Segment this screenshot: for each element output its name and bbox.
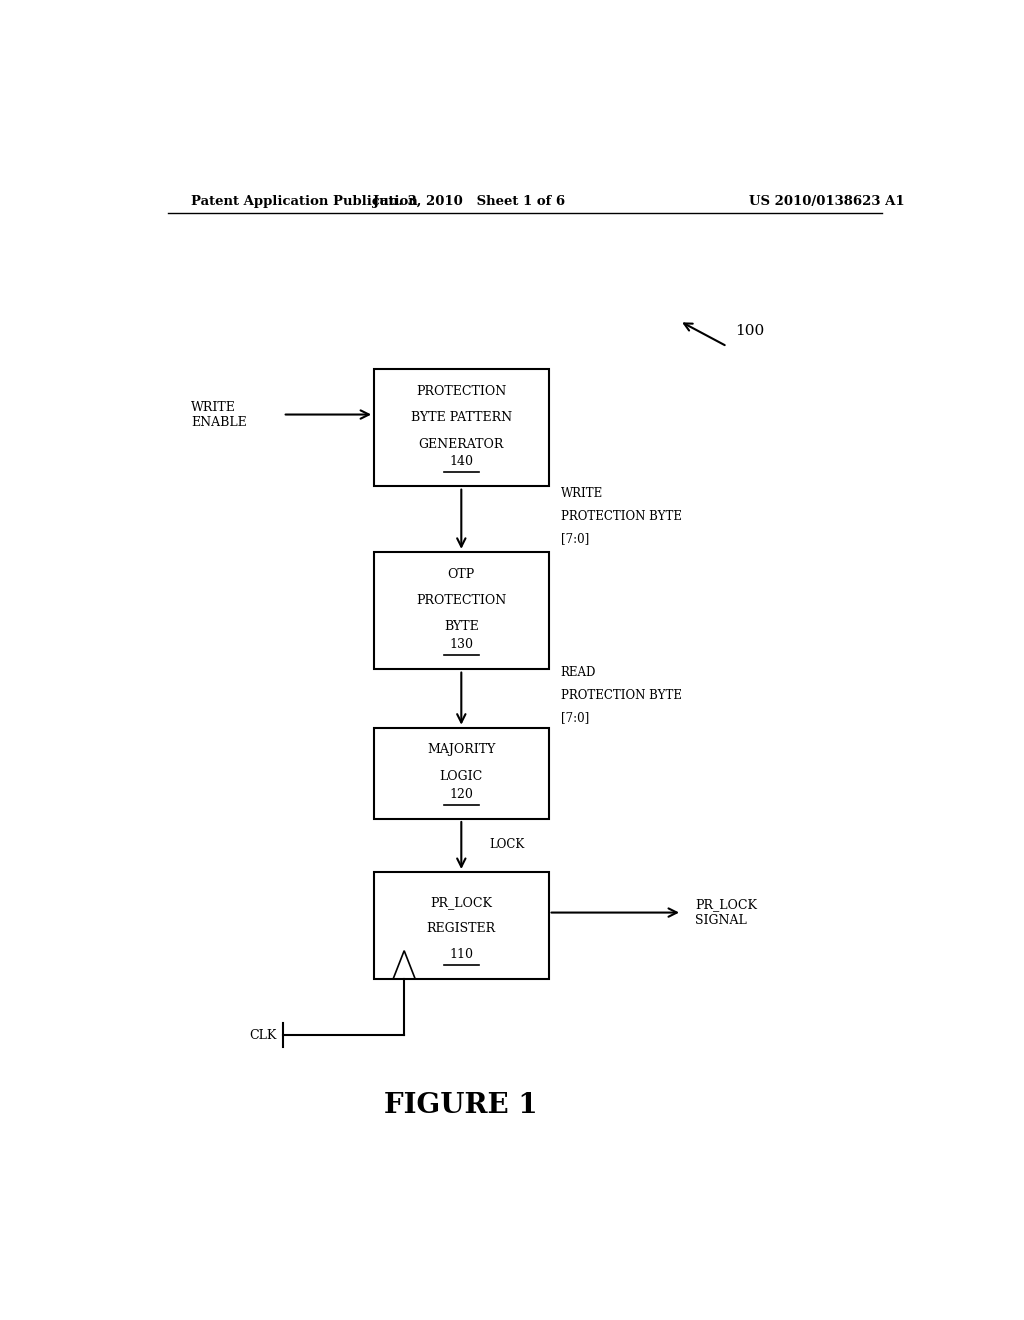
Text: WRITE: WRITE [560,487,603,500]
Bar [374,552,549,669]
Text: REGISTER: REGISTER [427,923,496,936]
Text: PROTECTION BYTE: PROTECTION BYTE [560,689,682,701]
Text: Jun. 3, 2010   Sheet 1 of 6: Jun. 3, 2010 Sheet 1 of 6 [373,194,565,207]
Text: 100: 100 [735,325,764,338]
Text: MAJORITY: MAJORITY [427,743,496,756]
Text: LOGIC: LOGIC [439,770,483,783]
Text: [7:0]: [7:0] [560,532,589,545]
Text: PROTECTION: PROTECTION [416,594,507,607]
Text: PR_LOCK
SIGNAL: PR_LOCK SIGNAL [695,899,758,927]
Bar [374,370,549,486]
Text: CLK: CLK [249,1028,276,1041]
Text: PR_LOCK: PR_LOCK [430,896,493,909]
Text: BYTE PATTERN: BYTE PATTERN [411,411,512,424]
Text: US 2010/0138623 A1: US 2010/0138623 A1 [749,194,904,207]
Text: GENERATOR: GENERATOR [419,437,504,450]
Text: BYTE: BYTE [444,620,478,634]
Text: WRITE
ENABLE: WRITE ENABLE [191,400,247,429]
Text: 120: 120 [450,788,473,801]
Bar [374,873,549,979]
Text: PROTECTION BYTE: PROTECTION BYTE [560,510,682,523]
Text: 110: 110 [450,948,473,961]
Text: 140: 140 [450,455,473,469]
Text: LOCK: LOCK [489,838,524,851]
Text: 130: 130 [450,639,473,651]
Bar [374,727,549,818]
Text: PROTECTION: PROTECTION [416,384,507,397]
Text: Patent Application Publication: Patent Application Publication [191,194,418,207]
Text: READ: READ [560,667,596,680]
Text: FIGURE 1: FIGURE 1 [384,1092,539,1119]
Text: [7:0]: [7:0] [560,711,589,723]
Text: OTP: OTP [447,568,475,581]
